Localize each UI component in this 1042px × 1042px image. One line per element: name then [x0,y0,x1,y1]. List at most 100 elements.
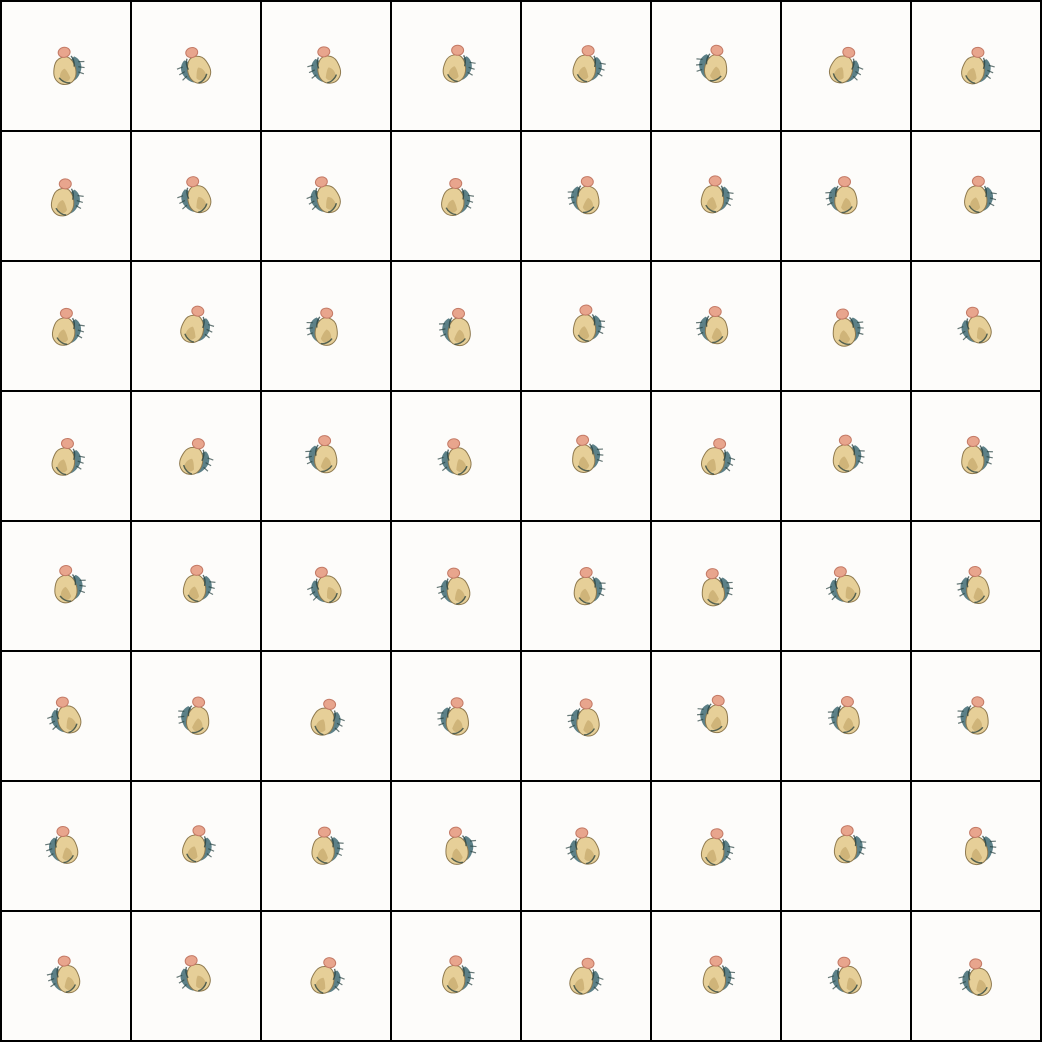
sprite-figure [964,175,997,214]
grid-cell [652,262,780,390]
grid-cell [392,262,520,390]
grid-cell [912,392,1040,520]
grid-cell [652,2,780,130]
sprite-figure [696,306,729,345]
grid-cell [912,652,1040,780]
sprite-figure [442,955,475,994]
grid-cell [392,652,520,780]
grid-cell [652,392,780,520]
grid-cell [2,912,130,1040]
grid-cell [392,912,520,1040]
sprite-figure [310,698,345,736]
grid-cell [132,652,260,780]
grid-cell [522,652,650,780]
grid-cell [522,2,650,130]
sprite-figure [832,434,865,473]
sprite-figure [700,175,734,214]
grid-cell [132,262,260,390]
grid-cell [132,392,260,520]
sprite-figure [305,435,338,474]
sprite-figure [53,46,85,85]
sprite-figure [825,566,861,603]
sprite-figure [311,826,344,865]
sprite-figure [307,46,342,84]
sprite-figure [832,308,864,347]
sprite-figure [828,46,864,84]
grid-cell [2,262,130,390]
sprite-figure [46,955,81,994]
grid-cell [782,2,910,130]
sprite-figure [957,306,992,344]
sprite-figure [45,825,79,864]
sprite-figure [47,696,82,734]
sprite-figure [700,438,736,476]
grid-cell [652,652,780,780]
grid-cell [912,912,1040,1040]
grid-cell [2,132,130,260]
sprite-figure [957,696,989,735]
sprite-figure [54,565,86,604]
sprite-figure [827,696,860,735]
sprite-figure [965,826,997,866]
grid-cell [132,522,260,650]
grid-cell [392,782,520,910]
sprite-figure [436,567,471,606]
sprite-figure [442,44,476,83]
sprite-figure [565,827,600,865]
sprite-figure [697,694,729,734]
grid-cell [782,132,910,260]
grid-cell [2,652,130,780]
grid-cell [262,132,390,260]
grid-cell [782,782,910,910]
sprite-figure [437,438,472,476]
grid-cell [132,2,260,130]
grid-cell [782,652,910,780]
grid-cell [522,262,650,390]
grid-cell [132,912,260,1040]
sprite-figure [306,307,338,346]
grid-cell [2,2,130,130]
sprite-figure [701,568,734,607]
grid-cell [522,132,650,260]
grid-cell [262,912,390,1040]
grid-cell [262,522,390,650]
sprite-figure [310,957,345,994]
sprite-figure [961,435,993,475]
grid-cell [132,132,260,260]
sprite-figure [182,564,216,603]
sprite-figure [700,828,735,866]
sprite-figure [438,307,471,347]
grid-cell [912,782,1040,910]
sprite-figure [306,176,341,214]
grid-cell [262,262,390,390]
grid-cell [652,522,780,650]
sprite-figure [572,434,604,473]
sprite-figure [956,565,990,604]
grid-cell [522,782,650,910]
sprite-figure [441,178,475,216]
sprite-figure [833,825,867,864]
sprite-figure [573,567,606,606]
sprite-figure [180,305,215,343]
grid-cell [652,782,780,910]
grid-cell [912,132,1040,260]
grid-cell [2,782,130,910]
sprite-figure [825,176,858,215]
sprite-figure [572,304,606,343]
grid-cell [522,912,650,1040]
sprite-figure [51,438,85,476]
sprite-figure [176,955,211,992]
grid-cell [912,262,1040,390]
grid-cell [262,392,390,520]
sprite-figure [702,955,736,994]
grid-cell [2,522,130,650]
grid-cell [132,782,260,910]
sprite-figure [827,956,862,994]
sprite-figure [179,438,214,475]
grid-cell [262,652,390,780]
grid-cell [262,782,390,910]
sprite-figure [50,178,84,217]
sprite-figure [958,958,992,997]
grid-cell [912,522,1040,650]
